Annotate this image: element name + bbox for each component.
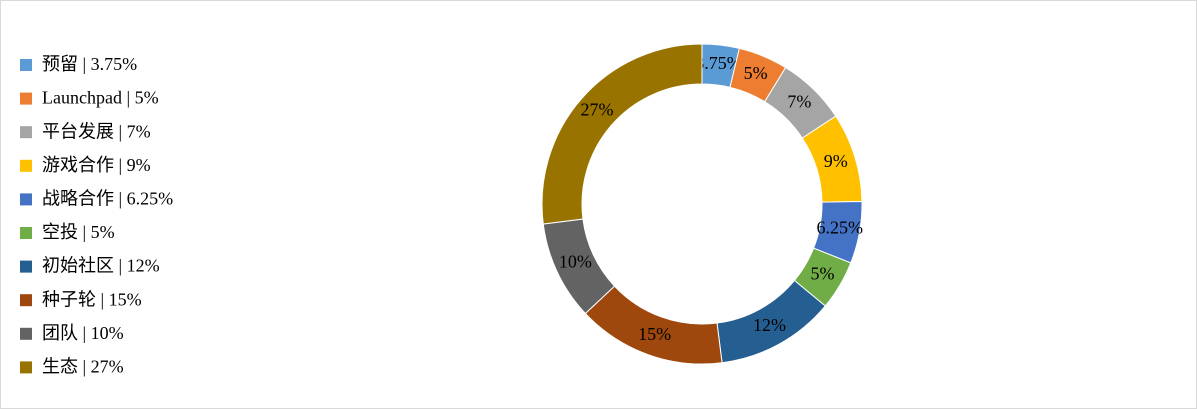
data-label: 15% bbox=[638, 324, 671, 344]
legend-swatch bbox=[20, 227, 32, 239]
data-label: 5% bbox=[744, 63, 768, 83]
legend-label: 战略合作 | 6.25% bbox=[42, 189, 173, 209]
legend-swatch bbox=[20, 126, 32, 139]
data-label: 6.25% bbox=[816, 217, 863, 237]
legend-label: 生态 | 27% bbox=[42, 357, 124, 377]
legend-label: 游戏合作 | 9% bbox=[42, 155, 151, 175]
data-label: 7% bbox=[787, 92, 811, 112]
legend-label: 空投 | 5% bbox=[42, 222, 115, 242]
legend-swatch bbox=[20, 92, 32, 105]
legend-swatch bbox=[20, 193, 32, 206]
legend-swatch bbox=[20, 327, 32, 340]
data-label: 10% bbox=[559, 252, 592, 272]
legend-label: 平台发展 | 7% bbox=[42, 121, 151, 141]
legend-label: Launchpad | 5% bbox=[42, 88, 159, 108]
legend-label: 团队 | 10% bbox=[42, 323, 124, 343]
data-label: 5% bbox=[811, 263, 835, 283]
legend-swatch bbox=[20, 294, 32, 307]
data-label: 3.75% bbox=[695, 53, 742, 73]
donut-segment bbox=[541, 43, 703, 225]
legend-swatch bbox=[20, 361, 32, 374]
legend-swatch bbox=[20, 59, 32, 71]
legend-label: 初始社区 | 12% bbox=[42, 256, 160, 276]
legend-swatch bbox=[20, 260, 32, 273]
data-label: 27% bbox=[580, 100, 613, 120]
legend-swatch bbox=[20, 159, 32, 172]
data-label: 12% bbox=[753, 315, 786, 335]
data-label: 9% bbox=[824, 151, 848, 171]
legend-label: 种子轮 | 15% bbox=[42, 289, 142, 309]
legend-label: 预留 | 3.75% bbox=[42, 54, 137, 74]
